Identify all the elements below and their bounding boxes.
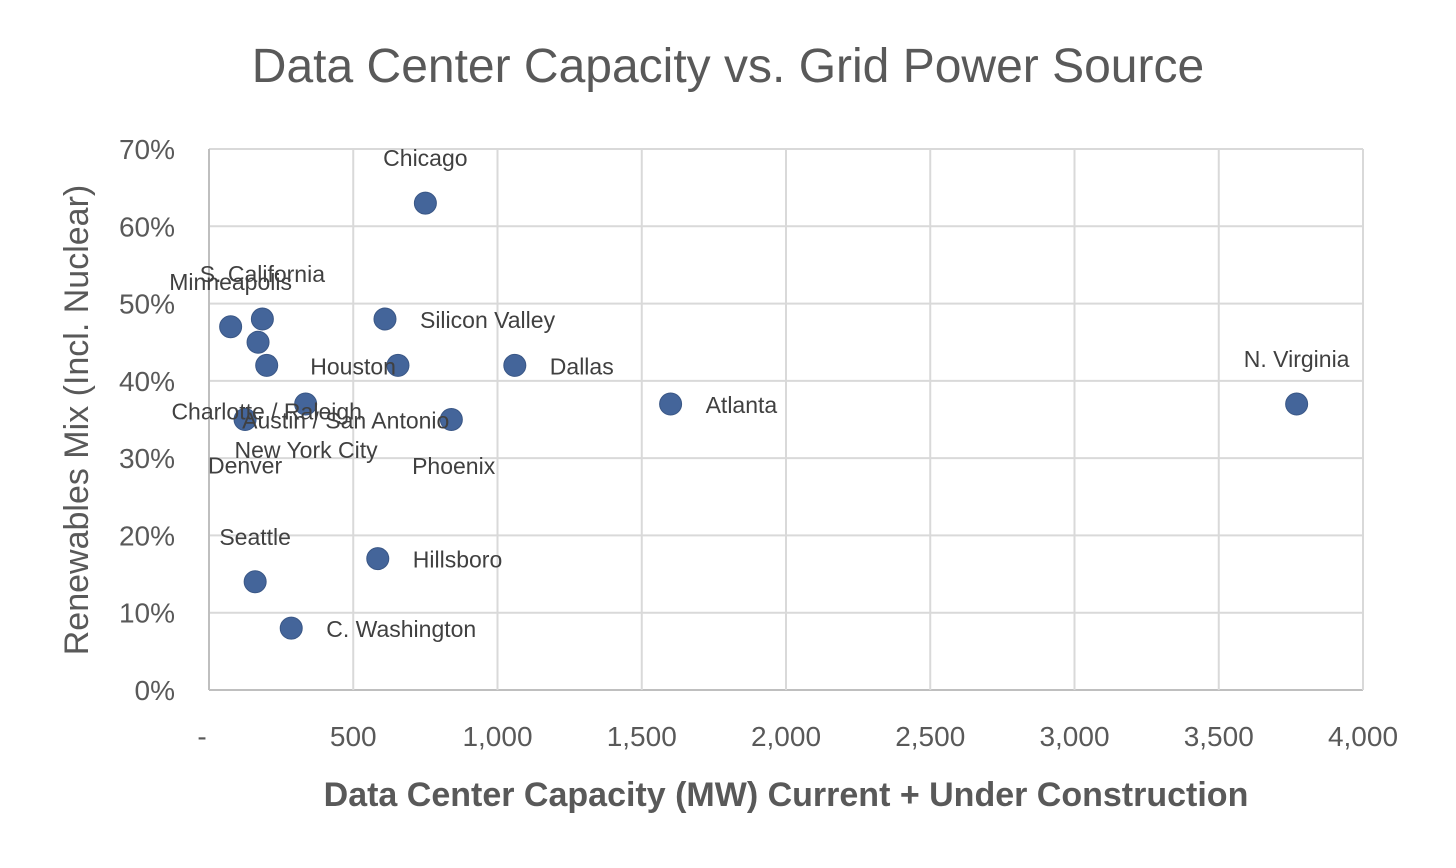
- data-label: Minneapolis: [169, 269, 292, 295]
- y-tick-label: 30%: [119, 443, 175, 474]
- x-tick-label: -: [197, 721, 206, 752]
- y-tick-label: 10%: [119, 598, 175, 629]
- data-label: Dallas: [550, 353, 614, 379]
- y-tick-label: 40%: [119, 366, 175, 397]
- data-point: [1285, 392, 1309, 416]
- x-tick-label: 500: [330, 721, 377, 752]
- data-point: [246, 330, 270, 354]
- data-point: [659, 392, 683, 416]
- data-point: [279, 616, 303, 640]
- x-tick-label: 4,000: [1328, 721, 1398, 752]
- data-point: [439, 408, 463, 431]
- x-tick-label: 1,500: [607, 721, 677, 752]
- data-point: [243, 570, 267, 594]
- data-point: [373, 307, 397, 331]
- data-point: [219, 315, 243, 339]
- data-point: [503, 353, 527, 377]
- grid-layer: [208, 148, 1364, 691]
- x-tick-label: 3,000: [1039, 721, 1109, 752]
- y-tick-label: 50%: [119, 289, 175, 320]
- data-point: [386, 353, 410, 377]
- data-point: [294, 392, 318, 416]
- data-label: Houston: [310, 353, 396, 379]
- data-label: Atlanta: [706, 392, 778, 418]
- x-tick-label: 2,000: [751, 721, 821, 752]
- data-point: [255, 353, 279, 377]
- x-axis-title: Data Center Capacity (MW) Current + Unde…: [324, 776, 1249, 814]
- data-point: [366, 547, 390, 571]
- y-tick-label: 0%: [135, 675, 175, 706]
- x-tick-label: 3,500: [1184, 721, 1254, 752]
- data-point: [250, 307, 274, 331]
- y-tick-label: 20%: [119, 520, 175, 551]
- data-label: Charlotte / Raleigh: [171, 398, 362, 424]
- data-label: Hillsboro: [413, 547, 502, 573]
- data-label: C. Washington: [326, 616, 476, 642]
- x-tick-label: 2,500: [895, 721, 965, 752]
- data-label: Chicago: [383, 145, 467, 171]
- data-label: Denver: [208, 453, 282, 479]
- data-label: Seattle: [219, 524, 291, 550]
- data-label: Silicon Valley: [420, 307, 556, 333]
- tick-layer: 0% 10% 20% 30% 40% 50% 60% 70% - 500 1,000 1,500 2,0…: [119, 134, 1398, 752]
- y-tick-label: 60%: [119, 211, 175, 242]
- point-layer: [219, 191, 1309, 640]
- y-tick-label: 70%: [119, 134, 175, 165]
- data-label: New York City: [234, 437, 378, 463]
- data-point: [413, 191, 437, 215]
- data-point: [233, 408, 257, 431]
- x-tick-label: 1,000: [462, 721, 532, 752]
- data-label: Austin / San Antonio: [242, 408, 449, 434]
- chart-title: Data Center Capacity vs. Grid Power Sour…: [252, 40, 1204, 93]
- data-label: N. Virginia: [1244, 346, 1350, 372]
- data-label: S. California: [200, 261, 325, 287]
- y-axis-title: Renewables Mix (Incl. Nuclear): [58, 185, 96, 656]
- data-label: Phoenix: [412, 453, 496, 479]
